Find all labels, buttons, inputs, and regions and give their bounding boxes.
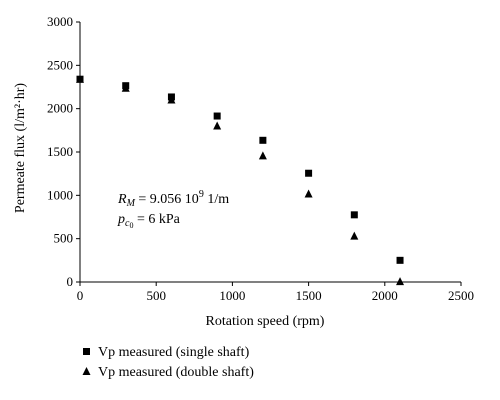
y-tick-label: 0	[67, 274, 74, 289]
y-axis-ticks: 0 500 1000 1500 2000 2500 3000	[47, 14, 80, 289]
square-point	[350, 211, 358, 219]
data-marks	[76, 74, 405, 286]
y-tick-label: 500	[54, 231, 74, 246]
square-point	[259, 136, 267, 144]
triangle-point	[396, 277, 405, 286]
y-axis-label: Permeate flux (l/m²·hr)	[13, 83, 28, 213]
rm-subscript: M	[126, 198, 136, 209]
triangle-point	[121, 83, 130, 92]
x-tick-label: 1000	[219, 288, 245, 303]
x-tick-label: 2500	[448, 288, 474, 303]
square-point	[396, 256, 404, 264]
y-tick-label: 2500	[47, 57, 73, 72]
pc-subsubscript: 0	[129, 221, 133, 230]
legend: Vp measured (single shaft) Vp measured (…	[82, 345, 254, 380]
pc-subscript: c	[125, 218, 130, 229]
rm-unit: 1/m	[204, 192, 229, 207]
x-axis-label: Rotation speed (rpm)	[206, 314, 325, 329]
triangle-point	[76, 74, 84, 83]
y-tick-label: 1000	[47, 187, 73, 202]
triangle-point	[167, 95, 176, 104]
y-tick-label: 3000	[47, 14, 73, 29]
y-tick-label: 2000	[47, 101, 73, 116]
x-tick-label: 500	[146, 288, 166, 303]
triangle-point	[258, 151, 267, 160]
triangle-point	[213, 121, 222, 130]
legend-triangle-marker	[82, 367, 91, 375]
pc-value: = 6 kPa	[133, 212, 180, 227]
rm-exponent: 9	[199, 189, 204, 200]
axes	[79, 22, 461, 283]
y-tick-label: 1500	[47, 144, 73, 159]
x-tick-label: 2000	[372, 288, 398, 303]
pc-annotation: pc0 = 6 kPa	[117, 212, 181, 230]
x-tick-label: 1500	[296, 288, 322, 303]
rm-symbol: R	[117, 192, 127, 207]
legend-label-single-shaft: Vp measured (single shaft)	[98, 345, 250, 360]
legend-square-marker	[83, 348, 90, 355]
x-tick-label: 0	[77, 288, 84, 303]
rm-annotation: RM = 9.056 109 1/m	[117, 189, 229, 209]
pc-symbol: p	[117, 212, 125, 227]
triangle-point	[350, 231, 359, 240]
triangle-point	[304, 189, 313, 198]
square-point	[213, 112, 221, 120]
legend-label-double-shaft: Vp measured (double shaft)	[98, 365, 254, 380]
square-point	[305, 169, 313, 177]
rm-value: = 9.056 10	[135, 192, 199, 207]
x-axis-ticks: 0 500 1000 1500 2000 2500	[77, 282, 474, 303]
